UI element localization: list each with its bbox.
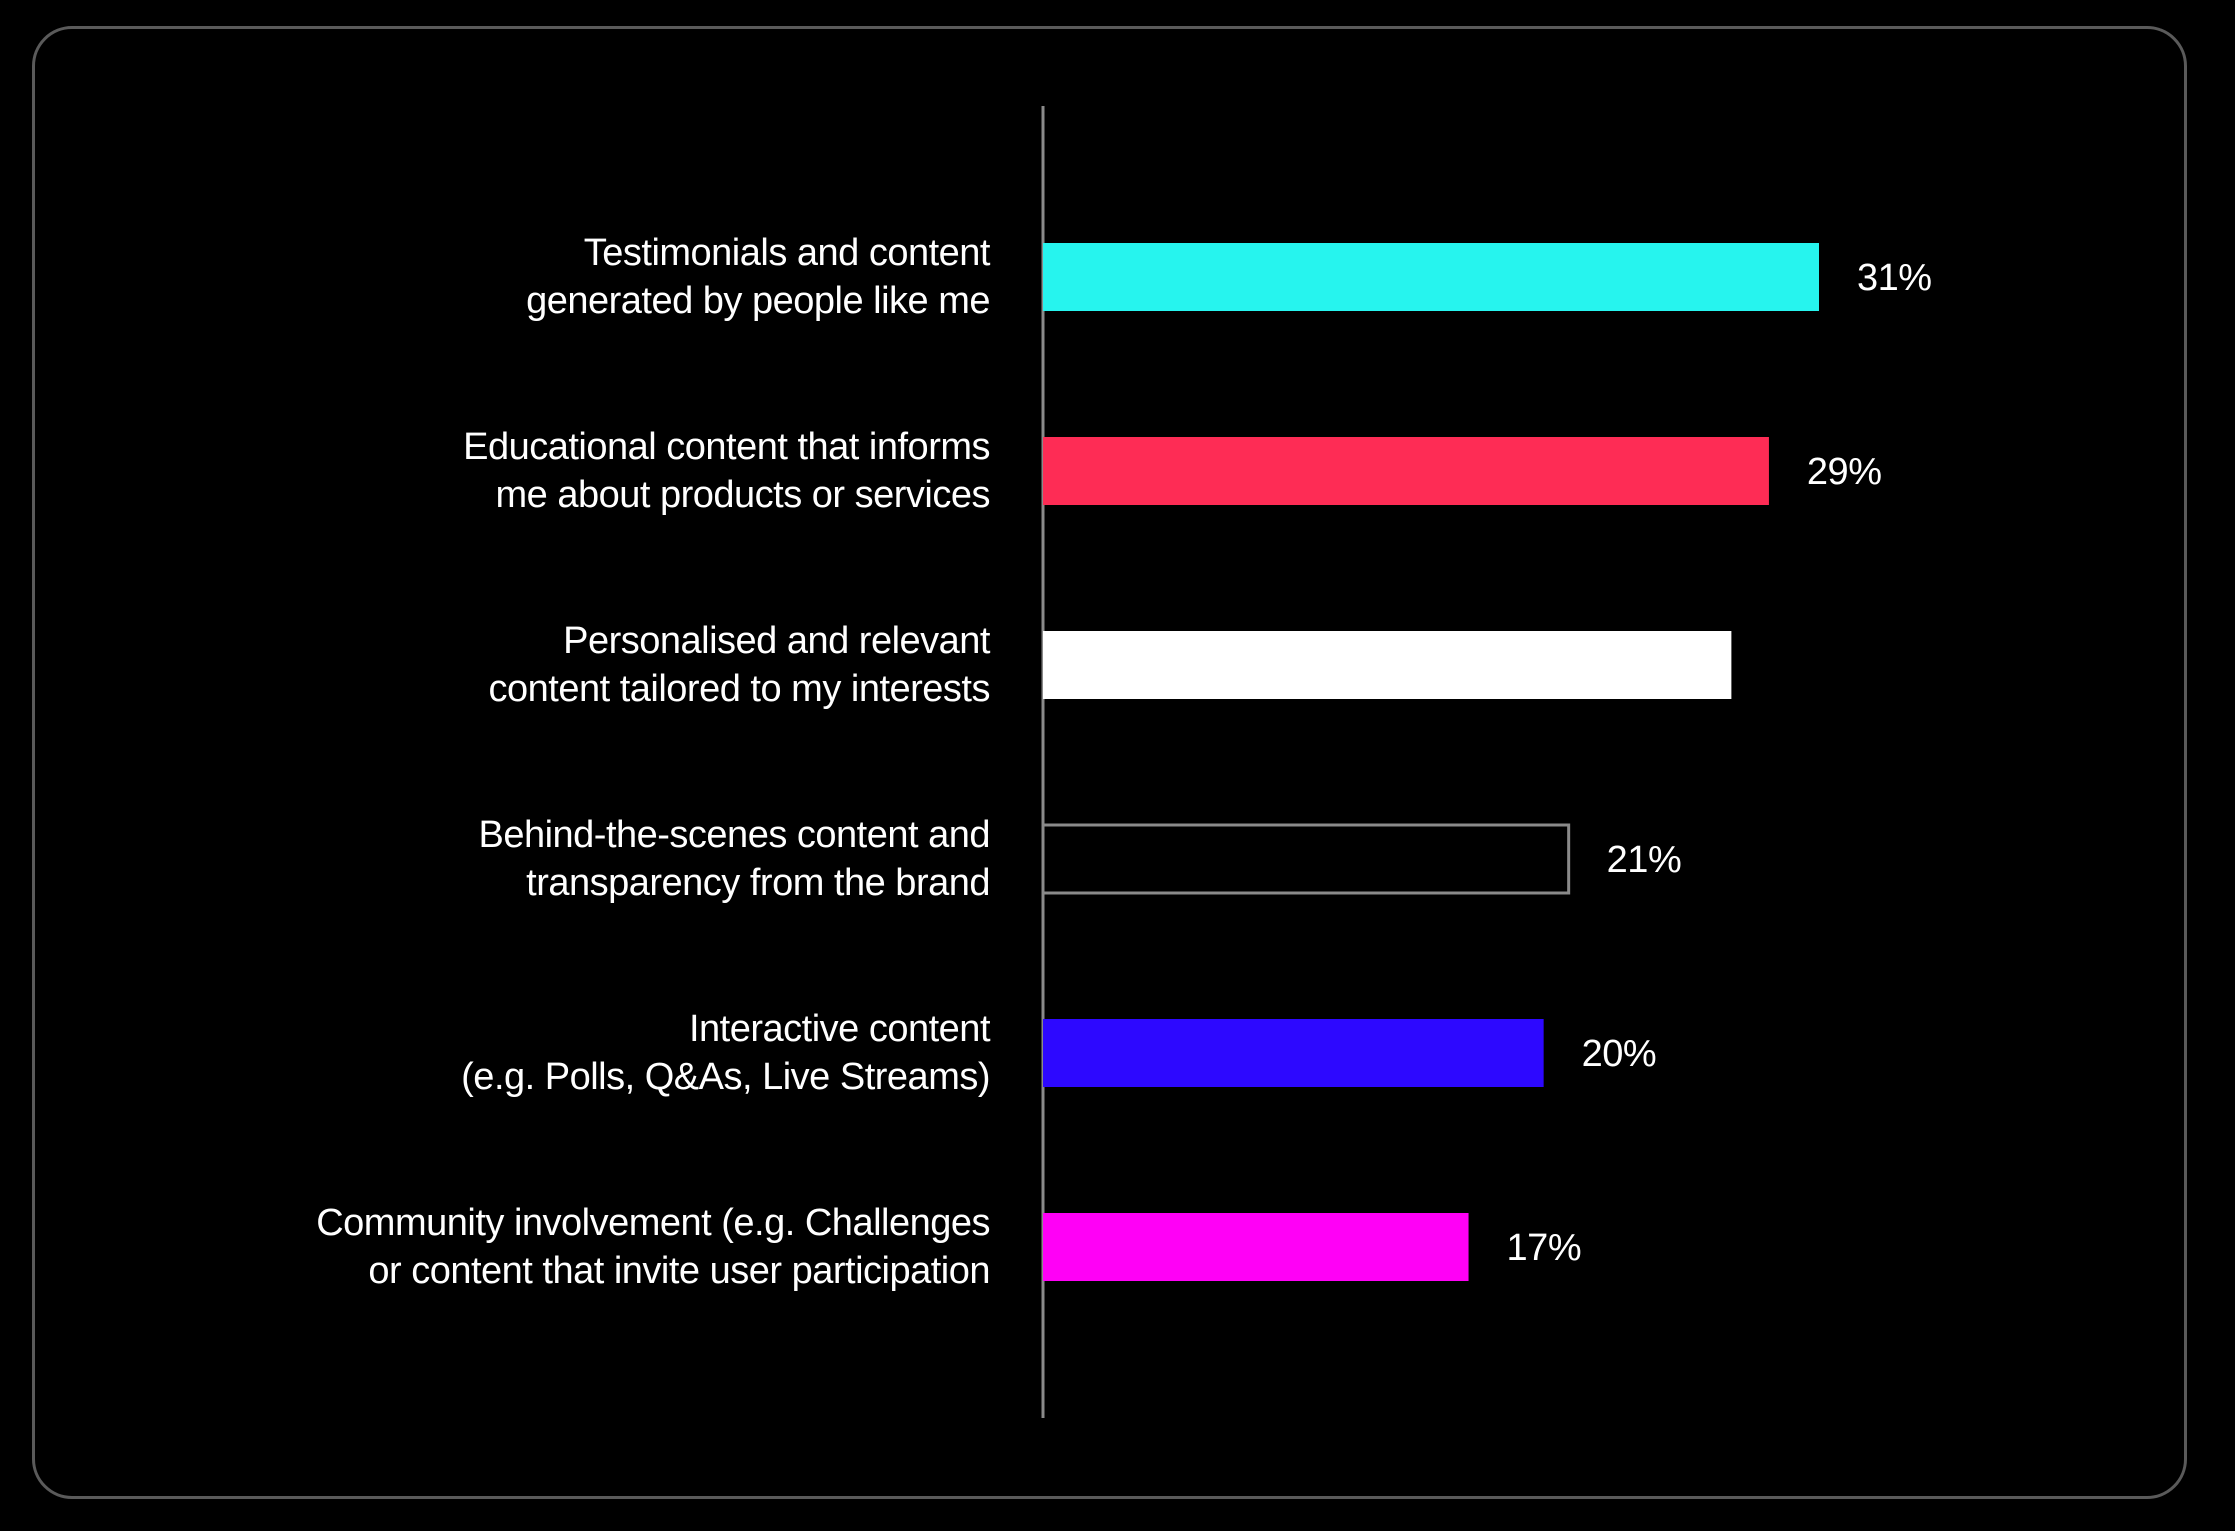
category-label-line: Interactive content <box>689 1008 991 1050</box>
category-label-line: Educational content that informs <box>463 426 990 468</box>
bar <box>1043 631 1732 699</box>
value-label: 20% <box>1582 1033 1657 1075</box>
category-label-line: Community involvement (e.g. Challenges <box>316 1202 990 1244</box>
category-label: Behind-the-scenes content and transparenc… <box>478 814 990 904</box>
category-label-line: Personalised and relevant <box>563 620 991 662</box>
value-label: 21% <box>1607 839 1682 881</box>
value-label: 17% <box>1507 1227 1582 1269</box>
value-labels: 31% 29% 21% 20% 17% <box>1507 257 1933 1269</box>
bar <box>1043 1019 1544 1087</box>
bar <box>1041 823 1571 895</box>
category-label: Community involvement (e.g. Challenges or… <box>316 1202 990 1292</box>
category-label-line: transparency from the brand <box>526 862 990 904</box>
category-label-line: Behind-the-scenes content and <box>478 814 990 856</box>
category-labels: Testimonials and content generated by peo… <box>316 232 991 1292</box>
value-label: 29% <box>1807 451 1882 493</box>
category-label: Educational content that informs me about… <box>463 426 990 516</box>
category-label: Testimonials and content generated by peo… <box>526 232 991 322</box>
bar <box>1043 243 1819 311</box>
category-label-line: or content that invite user participatio… <box>368 1250 990 1292</box>
bar <box>1043 437 1769 505</box>
category-label-line: (e.g. Polls, Q&As, Live Streams) <box>461 1056 990 1098</box>
category-label-line: Testimonials and content <box>584 232 991 274</box>
category-label-line: me about products or services <box>495 474 990 516</box>
bar <box>1043 1213 1469 1281</box>
category-label-line: content tailored to my interests <box>489 668 990 710</box>
category-label: Personalised and relevant content tailore… <box>489 620 991 710</box>
category-label: Interactive content (e.g. Polls, Q&As, Li… <box>461 1008 991 1098</box>
value-label: 31% <box>1857 257 1932 299</box>
bars-layer <box>1041 243 1819 1281</box>
category-label-line: generated by people like me <box>526 280 990 322</box>
